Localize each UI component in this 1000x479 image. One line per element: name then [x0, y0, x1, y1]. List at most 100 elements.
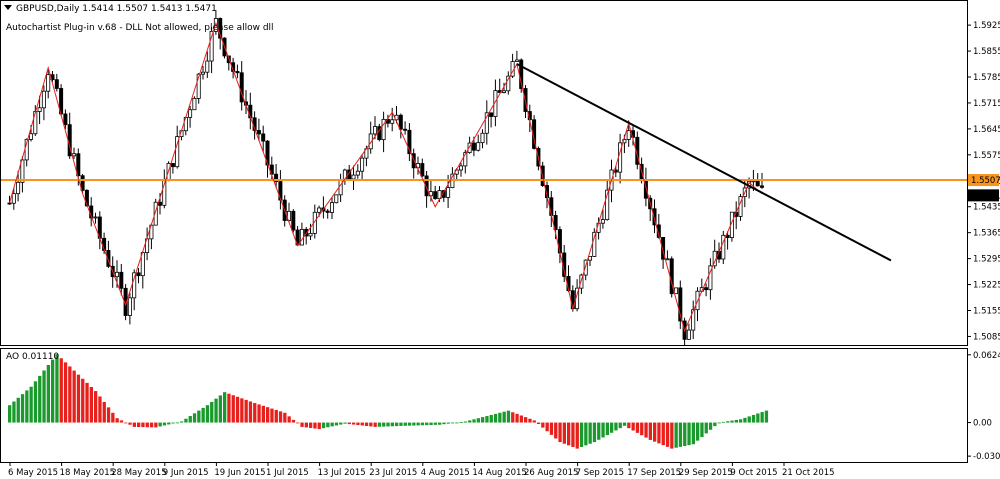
current-price-label: 1.5471 [971, 191, 1000, 201]
horizontal-level-tag [968, 174, 999, 187]
ao-bar [584, 422, 588, 446]
ao-bar [416, 422, 420, 426]
candle-body [286, 210, 291, 221]
ao-bar [592, 422, 597, 443]
x-tick-label: 6 May 2015 [8, 468, 58, 478]
ao-bar [610, 422, 614, 433]
ao-bar [545, 422, 549, 432]
x-tick-label: 18 May 2015 [60, 468, 115, 478]
x-tick-label: 14 Aug 2015 [472, 468, 526, 478]
ao-bar [352, 422, 356, 425]
candle-body [368, 133, 373, 150]
ao-bar [730, 420, 734, 423]
ao-bar [450, 422, 455, 424]
candle-body [661, 236, 666, 260]
ao-bar [425, 422, 429, 426]
candle-body [381, 118, 386, 141]
ao-bar [180, 421, 184, 423]
ao-bar [321, 422, 326, 429]
dropdown-triangle-icon[interactable] [4, 5, 12, 10]
ao-bar [395, 422, 399, 427]
candle-body [506, 75, 511, 92]
candle-body [721, 234, 726, 260]
ao-bar [386, 422, 390, 427]
trendline [516, 63, 892, 262]
ao-bar [248, 401, 253, 423]
ao-bar [743, 417, 747, 423]
price-y-tick-label: 1.5575 [973, 151, 1000, 161]
ao-bar [266, 407, 270, 423]
ao-bar [528, 418, 532, 423]
ao-bar [360, 422, 364, 426]
ao-bar [429, 422, 433, 425]
candle-body [489, 112, 494, 117]
ao-bar [683, 422, 687, 446]
ao-bar [68, 366, 72, 423]
ao-bar [89, 386, 93, 423]
ao-bar [674, 422, 678, 448]
candle-body [33, 111, 38, 135]
ao-bar [403, 422, 407, 426]
candle-body [200, 71, 205, 75]
ao-bar [764, 410, 769, 423]
x-tick-label: 26 Aug 2015 [524, 468, 578, 478]
ao-bar [627, 422, 631, 429]
x-tick-label: 21 Oct 2015 [782, 468, 835, 478]
ao-bar [300, 422, 304, 427]
candle-body [209, 30, 214, 62]
candle-body [308, 232, 313, 237]
x-tick-label: 4 Aug 2015 [421, 468, 470, 478]
x-tick-label: 23 Jul 2015 [369, 468, 417, 478]
ao-bar [377, 422, 382, 427]
price-y-tick-label: 1.5715 [973, 99, 1000, 109]
ao-bar [330, 422, 334, 427]
ao-bar [433, 422, 437, 425]
ao-bar [184, 418, 188, 423]
ao-bar [390, 422, 394, 427]
candle-body [72, 153, 77, 157]
ao-bar [442, 422, 446, 425]
ao-bar [257, 404, 261, 423]
candle-body [127, 297, 132, 316]
candle-body [213, 18, 218, 32]
candle-body [467, 142, 472, 154]
x-tick-label: 17 Sep 2015 [627, 468, 681, 478]
ao-bar [63, 362, 68, 423]
candle-body [7, 202, 12, 205]
ao-bar [601, 422, 605, 438]
ao-bar [274, 409, 278, 423]
ao-bar [12, 401, 16, 423]
ao-bar [205, 405, 210, 423]
ao-bar [438, 422, 442, 425]
ao-label: AO 0.01110 [6, 352, 59, 362]
ao-bar [407, 422, 412, 426]
ao-bar [270, 408, 274, 423]
ao-bar [597, 422, 601, 440]
price-y-tick-label: 1.5925 [973, 21, 1000, 31]
ao-bar [687, 422, 691, 446]
candle-body [20, 159, 25, 183]
ao-bar [412, 422, 416, 426]
ao-bar [210, 401, 214, 423]
candle-body [605, 189, 610, 221]
ao-bar [519, 415, 523, 423]
price-y-tick-label: 1.5085 [973, 332, 1000, 342]
candle-body [106, 250, 111, 267]
ao-bar [571, 422, 575, 447]
ao-bar [515, 413, 519, 423]
ao-bar [197, 410, 201, 423]
chart-overlays: 1.5507 1.5471 [1, 21, 1000, 333]
candle-body [760, 185, 765, 188]
ao-bar [25, 390, 29, 423]
ao-bar [618, 422, 622, 429]
candle-body [115, 271, 120, 278]
ao-panel-frame [0, 348, 968, 463]
ao-bar [721, 421, 726, 423]
ao-bar [132, 422, 136, 427]
ao-bar [364, 422, 369, 426]
ao-bar [420, 422, 425, 426]
candle-body [704, 287, 709, 291]
x-tick-label: 1 Jul 2015 [266, 468, 309, 478]
